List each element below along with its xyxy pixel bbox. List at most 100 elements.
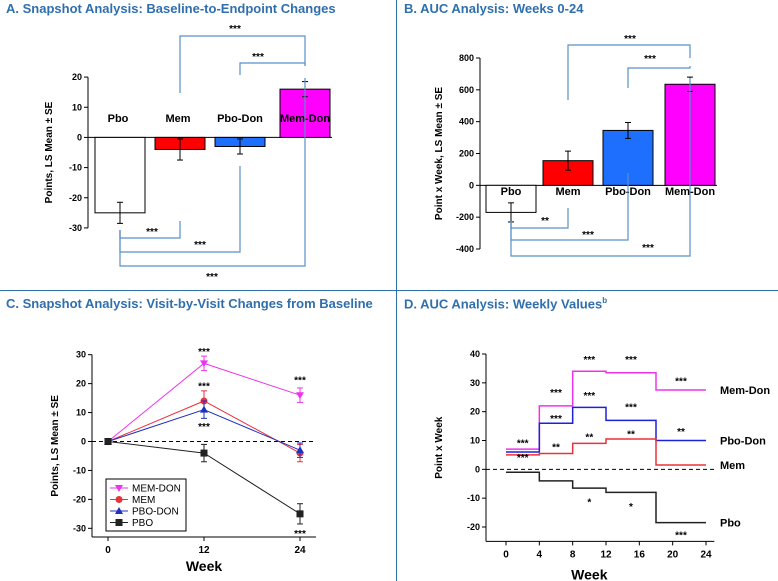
y-tick-label: 400	[459, 117, 474, 127]
line-label-pbo: Pbo	[720, 518, 741, 530]
y-axis-title: Point x Week, LS Mean ± SE	[434, 87, 445, 220]
chart-b: 800 600 400 200 0 -200 -400 Point x Week, LS Me…	[434, 34, 717, 257]
y-tick-label: 800	[459, 53, 474, 63]
category-label: Pbo	[108, 113, 129, 125]
data-point-pbo-don	[200, 405, 208, 413]
y-tick-label: 40	[470, 349, 480, 359]
legend-label-pbo-don: PBO-DON	[132, 507, 179, 518]
significance-label: ***	[198, 382, 210, 393]
chart-c: 30 20 10 0 -10 -20 -30 0 12 24 Week Points, LS Mean…	[50, 347, 316, 574]
significance-label: ***	[252, 52, 264, 63]
significance-bracket	[119, 78, 306, 267]
significance-label: ***	[294, 376, 306, 387]
y-axis-title: Points, LS Mean ± SE	[44, 101, 55, 203]
y-tick-label: -200	[456, 212, 474, 222]
significance-bracket	[510, 78, 691, 257]
significance-label: ***	[583, 391, 595, 402]
y-tick-label: -10	[69, 163, 82, 173]
x-axis-title: Week	[186, 558, 223, 574]
y-tick-label: -10	[467, 493, 480, 503]
step-line-pbo	[506, 471, 706, 524]
x-tick-label: 0	[503, 549, 509, 560]
y-tick-label: 0	[77, 132, 82, 142]
significance-label: ***	[675, 376, 687, 387]
significance-label: **	[677, 427, 685, 438]
significance-label: ***	[624, 34, 636, 45]
significance-label: ***	[583, 355, 595, 366]
x-tick-label: 20	[667, 549, 679, 560]
significance-label: ***	[644, 54, 656, 65]
data-point-mem-don	[296, 392, 304, 400]
chart-d: 40 30 20 10 0 -10 -20 0 4 8 12 16 20 24 Week Point x We…	[434, 349, 770, 581]
legend-marker-pbo-don	[115, 507, 123, 514]
significance-label: ***	[625, 355, 637, 366]
x-tick-label: 24	[700, 549, 712, 560]
significance-label: ***	[146, 227, 158, 238]
y-tick-label: 10	[76, 408, 86, 418]
step-line-pbo-don	[506, 406, 706, 453]
x-tick-label: 12	[600, 549, 612, 560]
y-tick-label: 30	[76, 350, 86, 360]
y-tick-label: 20	[72, 72, 82, 82]
line-label-pbo-don: Pbo-Don	[720, 436, 766, 448]
category-label: Pbo-Don	[217, 113, 263, 125]
significance-label: ***	[517, 453, 529, 464]
significance-bracket	[179, 35, 306, 93]
bar-pbo	[94, 136, 146, 214]
panel-b-title: B. AUC Analysis: Weeks 0-24	[404, 1, 584, 16]
y-tick-label: 30	[470, 378, 480, 388]
y-tick-label: -20	[69, 193, 82, 203]
data-point-pbo-don	[296, 446, 304, 454]
y-tick-label: 0	[475, 464, 480, 474]
legend-marker-mem-don	[115, 485, 123, 492]
significance-label: ***	[550, 388, 562, 399]
data-point-pbo	[296, 510, 304, 518]
legend-marker-mem	[115, 496, 123, 503]
panel-d-title-text: D. AUC Analysis: Weekly Values	[404, 296, 603, 312]
x-tick-label: 8	[570, 549, 576, 560]
category-label: Pbo	[501, 186, 522, 198]
legend-label-mem-don: MEM-DON	[132, 484, 181, 495]
y-axis-title: Points, LS Mean ± SE	[50, 395, 61, 497]
significance-bracket	[627, 66, 691, 88]
line-label-mem: Mem	[720, 460, 745, 472]
x-tick-label: 4	[537, 549, 543, 560]
significance-label: ***	[517, 438, 529, 449]
horizontal-divider	[0, 290, 778, 291]
significance-label: *	[629, 502, 633, 513]
category-label: Mem	[165, 113, 190, 125]
y-tick-label: -400	[456, 244, 474, 254]
step-line-mem	[506, 438, 706, 466]
significance-label: ***	[198, 422, 210, 433]
significance-label: ***	[194, 240, 206, 251]
category-label: Mem	[555, 186, 580, 198]
significance-label: **	[585, 433, 593, 444]
line-label-mem-don: Mem-Don	[720, 385, 770, 397]
significance-label: ***	[625, 402, 637, 413]
y-tick-label: 10	[470, 436, 480, 446]
legend-marker-pbo	[115, 519, 123, 526]
y-tick-label: 0	[81, 437, 86, 447]
x-axis-title: Week	[571, 566, 608, 581]
data-point-pbo	[200, 449, 208, 457]
legend-label-pbo: PBO	[132, 518, 153, 529]
panel-d-title-superscript: b	[602, 296, 608, 305]
y-axis-title: Point x Week	[434, 416, 445, 478]
data-point-pbo	[104, 438, 112, 445]
significance-label: ***	[550, 414, 562, 425]
y-tick-label: 200	[459, 149, 474, 159]
significance-label: **	[541, 216, 549, 227]
significance-label: ***	[206, 272, 218, 283]
y-tick-label: 0	[469, 180, 474, 190]
panel-a-title: A. Snapshot Analysis: Baseline-to-Endpoi…	[6, 1, 336, 16]
significance-label: **	[627, 430, 635, 441]
y-tick-label: -30	[73, 523, 86, 533]
x-tick-label: 24	[294, 545, 306, 556]
y-tick-label: 20	[76, 379, 86, 389]
y-tick-label: -20	[73, 494, 86, 504]
significance-label: **	[552, 443, 560, 454]
significance-bracket	[239, 62, 306, 75]
y-tick-label: -20	[467, 522, 480, 532]
panel-d-title: D. AUC Analysis: Weekly Valuesb	[404, 296, 607, 311]
panel-c-title: C. Snapshot Analysis: Visit-by-Visit Cha…	[6, 296, 373, 311]
